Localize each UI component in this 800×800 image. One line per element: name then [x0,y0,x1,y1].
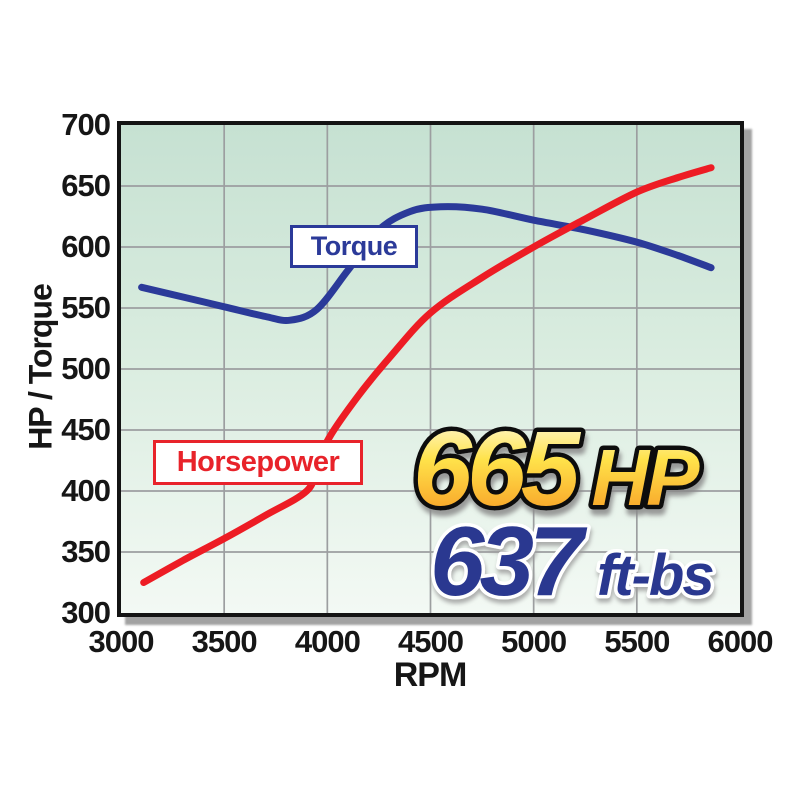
horsepower-label: Horsepower [176,446,340,478]
x-tick-label-3000: 3000 [88,624,155,659]
y-tick-label-450: 450 [61,412,111,447]
x-tick-label-3500: 3500 [191,624,258,659]
curves [138,164,715,586]
y-tick-label-600: 600 [61,229,111,264]
torque-label: Torque [310,231,398,261]
torque-curve [138,203,715,324]
torque-callout: 637 ft-bs [430,506,713,613]
x-tick-label-4000: 4000 [294,624,361,659]
y-tick-label-550: 550 [61,290,111,325]
horsepower-label-box: Horsepower [153,440,363,485]
plot-svg: 665 HP 637 ft-bs [121,125,740,613]
hp-callout-value: 665 [413,410,582,528]
y-tick-label-500: 500 [61,351,111,386]
x-tick-label-4500: 4500 [398,624,464,659]
torque-callout-value: 637 [430,506,588,613]
hp-callout-unit: HP [591,433,700,522]
x-tick-label-5500: 5500 [604,624,670,659]
torque-label-box: Torque [290,225,418,268]
y-tick-label-400: 400 [61,473,111,508]
plot-area: 665 HP 637 ft-bs [117,121,744,617]
y-tick-label-350: 350 [61,534,111,569]
y-tick-label-300: 300 [61,595,111,630]
y-tick-label-700: 700 [61,107,111,142]
x-tick-label-5000: 5000 [501,624,567,659]
hp-callout: 665 HP [413,410,700,528]
horsepower-curve [140,164,715,586]
x-tick-label-6000: 6000 [707,624,774,659]
y-tick-label-650: 650 [61,168,111,203]
x-axis-title: RPM [393,656,468,694]
torque-callout-unit: ft-bs [597,543,713,608]
